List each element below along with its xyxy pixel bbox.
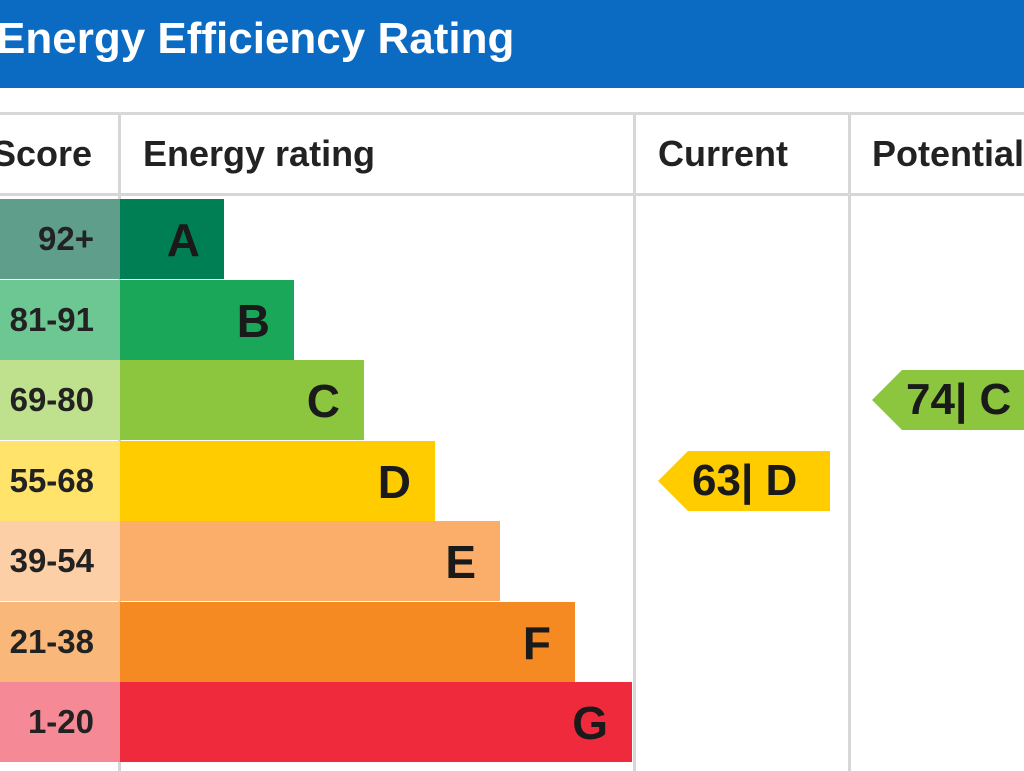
band-letter: E xyxy=(445,536,476,588)
score-range-b: 81-91 xyxy=(0,279,120,360)
band-bar-c: C xyxy=(120,360,364,440)
score-range-d: 55-68 xyxy=(0,440,120,521)
band-letter: B xyxy=(236,294,270,347)
score-range-label: 55-68 xyxy=(9,461,94,499)
score-range-label: 92+ xyxy=(38,220,94,257)
potential-rating-arrow: 74| C xyxy=(872,370,1024,430)
band-letter: D xyxy=(377,455,411,508)
column-header-potential: Potential xyxy=(872,133,1024,174)
score-range-a: 92+ xyxy=(0,199,120,279)
score-range-label: 1-20 xyxy=(27,703,94,740)
current-rating-arrow: 63| D xyxy=(658,450,830,511)
rating-table: Score Energy rating Current Potential 92… xyxy=(0,112,1024,771)
column-header-rating: Energy rating xyxy=(143,133,376,174)
score-range-e: 39-54 xyxy=(0,521,120,601)
column-header-current: Current xyxy=(658,133,789,174)
band-bar-d: D xyxy=(120,440,435,521)
score-header-text: Score xyxy=(0,133,92,174)
score-range-f: 21-38 xyxy=(0,601,120,682)
potential-rating-arrow-shape xyxy=(872,370,1024,430)
divider xyxy=(633,115,636,771)
band-letter: C xyxy=(306,375,340,427)
score-range-g: 1-20 xyxy=(0,682,120,762)
score-range-label: 69-80 xyxy=(9,381,94,418)
score-range-c: 69-80 xyxy=(0,360,120,440)
column-header-score: Score xyxy=(0,115,118,193)
band-letter: A xyxy=(166,214,200,266)
divider xyxy=(0,193,1024,196)
current-rating-arrow-label: 63| D xyxy=(692,455,798,505)
potential-rating-arrow-label: 74| C xyxy=(906,375,1012,424)
band-letter: F xyxy=(522,616,551,669)
band-bar-e: E xyxy=(120,521,500,601)
current-rating-arrow-shape xyxy=(658,450,830,511)
band-letter: G xyxy=(572,697,608,749)
header-bar: Energy Efficiency Rating xyxy=(0,0,1024,88)
score-range-label: 81-91 xyxy=(9,300,94,338)
band-bar-b: B xyxy=(120,279,294,360)
band-bar-f: F xyxy=(120,601,575,682)
band-bar-a: A xyxy=(120,199,224,279)
chart-title: Energy Efficiency Rating xyxy=(0,14,515,63)
score-range-label: 39-54 xyxy=(9,542,94,579)
band-bar-g: G xyxy=(120,682,632,762)
divider xyxy=(848,115,851,771)
score-range-label: 21-38 xyxy=(9,622,94,660)
